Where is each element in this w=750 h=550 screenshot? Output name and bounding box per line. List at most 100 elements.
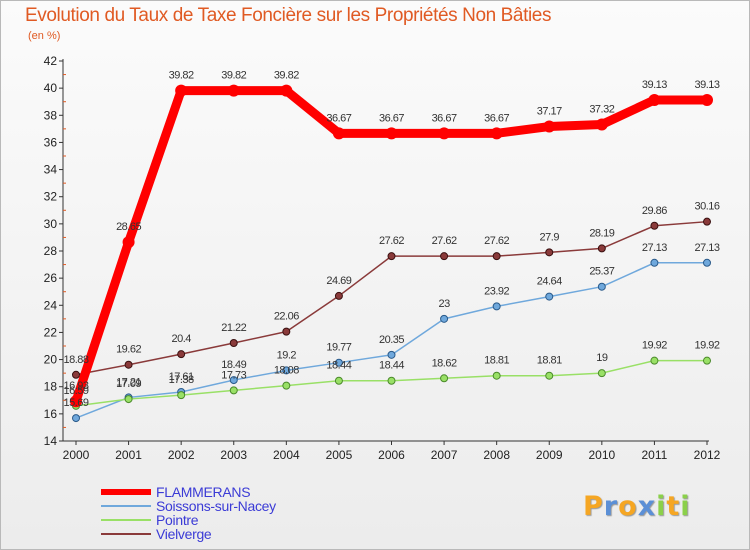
logo-letter: o	[618, 491, 638, 522]
legend-swatch-soissons	[101, 505, 151, 507]
data-label-vielverge: 30.16	[694, 201, 719, 213]
data-label-flammerans: 37.17	[537, 106, 562, 118]
data-label-vielverge: 27.62	[484, 235, 509, 247]
logo-letter: i	[680, 491, 691, 522]
data-label-vielverge: 27.62	[379, 235, 404, 247]
x-tick-label: 2008	[483, 448, 510, 462]
y-tick-label: 24	[44, 298, 58, 312]
data-label-flammerans: 39.82	[221, 70, 246, 82]
data-point-vielverge	[545, 248, 554, 257]
legend-label-pointre: Pointre	[156, 512, 199, 528]
data-point-flammerans	[280, 84, 293, 97]
data-label-pointre: 18.81	[537, 355, 562, 367]
data-label-pointre: 19	[596, 352, 608, 364]
y-tick-label: 18	[44, 380, 58, 394]
data-point-soissons-sur-nacey	[72, 414, 80, 423]
data-point-soissons-sur-nacey	[387, 350, 396, 359]
data-point-pointre	[177, 391, 186, 400]
data-point-vielverge	[440, 252, 449, 261]
data-label-vielverge: 27.9	[540, 231, 560, 243]
data-point-pointre	[597, 369, 606, 378]
data-label-flammerans: 36.67	[484, 112, 509, 124]
data-point-soissons-sur-nacey	[334, 358, 343, 367]
chart-subtitle: (en %)	[28, 30, 61, 42]
data-point-soissons-sur-nacey	[703, 258, 711, 267]
data-label-flammerans: 39.13	[642, 79, 667, 91]
data-label-pointre: 19.92	[694, 340, 719, 352]
data-label-flammerans: 36.67	[432, 112, 457, 124]
data-label-pointre: 18.81	[484, 355, 509, 367]
data-point-vielverge	[703, 217, 711, 226]
data-point-flammerans	[543, 120, 556, 133]
data-point-soissons-sur-nacey	[650, 258, 659, 267]
data-point-vielverge	[492, 252, 501, 261]
x-tick-label: 2004	[273, 448, 300, 462]
data-point-pointre	[334, 376, 343, 385]
data-label-vielverge: 27.62	[432, 235, 457, 247]
logo-letter: t	[666, 491, 681, 522]
x-tick-label: 2011	[642, 448, 668, 462]
data-label-soissons-sur-nacey: 27.13	[642, 242, 667, 254]
logo-letter: P	[583, 491, 604, 522]
data-point-pointre	[124, 395, 133, 404]
data-point-flammerans	[70, 395, 82, 408]
data-point-flammerans	[332, 127, 345, 140]
data-point-flammerans	[490, 127, 503, 140]
data-point-pointre	[229, 386, 238, 395]
data-label-flammerans: 37.32	[589, 104, 614, 116]
data-point-flammerans	[385, 127, 398, 140]
data-point-soissons-sur-nacey	[492, 302, 501, 311]
data-label-soissons-sur-nacey: 19.77	[326, 342, 351, 354]
y-tick-label: 28	[44, 244, 58, 258]
data-label-vielverge: 28.19	[589, 227, 614, 239]
data-point-pointre	[703, 356, 711, 365]
data-point-pointre	[440, 374, 449, 383]
legend-label-vielverge: Vielverge	[156, 526, 212, 542]
data-label-flammerans: 39.82	[274, 70, 299, 82]
legend-swatch-flammerans	[101, 489, 151, 495]
data-point-pointre	[282, 381, 291, 390]
y-tick-label: 40	[44, 81, 58, 95]
x-tick-label: 2002	[168, 448, 195, 462]
data-label-pointre: 18.44	[326, 360, 351, 372]
data-label-pointre: 19.92	[642, 340, 667, 352]
data-label-soissons-sur-nacey: 15.69	[63, 397, 88, 409]
data-label-vielverge: 22.06	[274, 311, 299, 323]
y-tick-label: 32	[44, 190, 58, 204]
data-label-soissons-sur-nacey: 27.13	[694, 242, 719, 254]
y-tick-label: 16	[44, 407, 58, 421]
logo-letter: r	[603, 491, 619, 522]
x-tick-label: 2007	[431, 448, 458, 462]
data-point-soissons-sur-nacey	[229, 376, 238, 385]
data-label-soissons-sur-nacey: 23.92	[484, 285, 509, 297]
x-tick-label: 2009	[536, 448, 563, 462]
data-point-flammerans	[122, 236, 135, 249]
x-tick-label: 2003	[220, 448, 247, 462]
data-label-vielverge: 21.22	[221, 322, 246, 334]
data-label-pointre: 17.09	[116, 378, 141, 390]
data-point-pointre	[492, 371, 501, 380]
data-label-soissons-sur-nacey: 17.21	[116, 376, 141, 388]
data-label-pointre: 18.44	[379, 360, 404, 372]
data-point-flammerans	[648, 93, 661, 106]
x-tick-label: 2001	[115, 448, 142, 462]
data-label-vielverge: 20.4	[171, 333, 191, 345]
data-label-soissons-sur-nacey: 19.2	[277, 349, 297, 361]
data-point-flammerans	[227, 84, 240, 97]
data-label-flammerans: 36.67	[326, 112, 351, 124]
y-tick-label: 14	[44, 434, 58, 448]
data-point-vielverge	[72, 370, 80, 379]
data-point-pointre	[387, 376, 396, 385]
data-point-soissons-sur-nacey	[545, 292, 554, 301]
y-tick-label: 30	[44, 217, 58, 231]
data-point-soissons-sur-nacey	[597, 282, 606, 291]
logo-letter: x	[637, 491, 657, 522]
data-label-flammerans: 39.13	[694, 79, 719, 91]
data-point-soissons-sur-nacey	[440, 314, 449, 323]
data-label-soissons-sur-nacey: 18.49	[221, 359, 246, 371]
y-tick-label: 26	[44, 271, 58, 285]
data-point-vielverge	[387, 252, 396, 261]
chart-title: Evolution du Taux de Taxe Foncière sur l…	[25, 5, 552, 26]
x-tick-label: 2006	[378, 448, 405, 462]
data-point-flammerans	[438, 127, 451, 140]
